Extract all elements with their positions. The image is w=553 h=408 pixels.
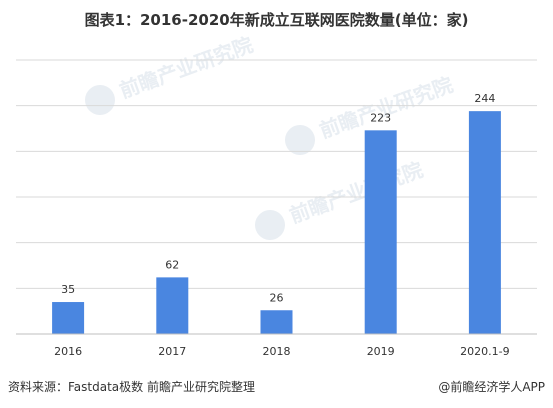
watermark-text: 前瞻产业研究院: [286, 157, 426, 227]
watermark-logo-icon: 前瞻产业研究院: [255, 157, 426, 240]
x-tick-label: 2017: [158, 345, 186, 358]
bars: [52, 111, 501, 334]
x-tick-label: 2020.1-9: [460, 345, 509, 358]
bar: [52, 302, 85, 334]
gridlines: [16, 59, 537, 289]
chart-title: 图表1：2016-2020年新成立互联网医院数量(单位：家): [84, 11, 469, 29]
credit-note: @前瞻经济学人APP: [438, 380, 545, 394]
x-axis-ticks: 2016 2017 2018 2019 2020.1-9: [54, 345, 510, 358]
bar: [156, 277, 189, 334]
x-tick-label: 2019: [367, 345, 395, 358]
bar: [364, 130, 397, 334]
watermarks: 前瞻产业研究院 前瞻产业研究院 前瞻产业研究院: [85, 32, 456, 240]
value-label: 223: [370, 111, 391, 124]
source-note: 资料来源：Fastdata极数 前瞻产业研究院整理: [8, 380, 255, 394]
value-label: 244: [474, 92, 495, 105]
bar: [468, 111, 501, 334]
bar: [260, 310, 293, 334]
watermark-text: 前瞻产业研究院: [116, 32, 256, 102]
x-tick-label: 2018: [263, 345, 291, 358]
value-label: 26: [270, 291, 284, 304]
value-labels: 35 62 26 223 244: [61, 92, 495, 304]
value-label: 35: [61, 283, 75, 296]
x-tick-label: 2016: [54, 345, 82, 358]
value-label: 62: [165, 258, 179, 271]
